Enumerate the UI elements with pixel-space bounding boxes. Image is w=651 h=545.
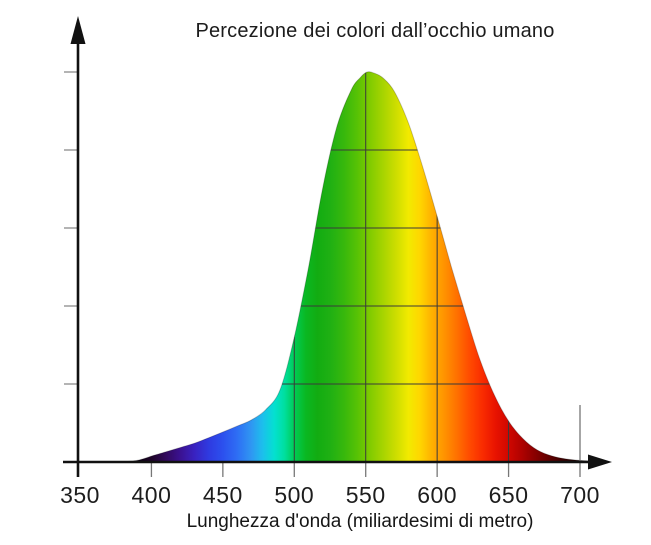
x-tick-label-350: 350 <box>60 482 100 508</box>
x-tick-label-450: 450 <box>202 482 243 508</box>
x-tick-label-550: 550 <box>345 482 386 508</box>
x-tick-label-650: 650 <box>488 482 529 508</box>
luminosity-curve-area <box>126 71 598 463</box>
x-tick-label-600: 600 <box>417 482 458 508</box>
y-axis-ticks <box>64 71 78 385</box>
x-axis-arrow-icon <box>588 454 612 470</box>
x-tick-label-400: 400 <box>131 482 172 508</box>
y-axis-arrow-icon <box>70 16 86 44</box>
x-axis-ticks <box>150 405 581 477</box>
chart-title: Percezione dei colori dall’occhio umano <box>195 20 555 42</box>
x-tick-label-700: 700 <box>560 482 600 508</box>
x-tick-label-500: 500 <box>274 482 315 508</box>
x-axis-label: Lunghezza d'onda (miliardesimi di metro) <box>186 511 534 532</box>
